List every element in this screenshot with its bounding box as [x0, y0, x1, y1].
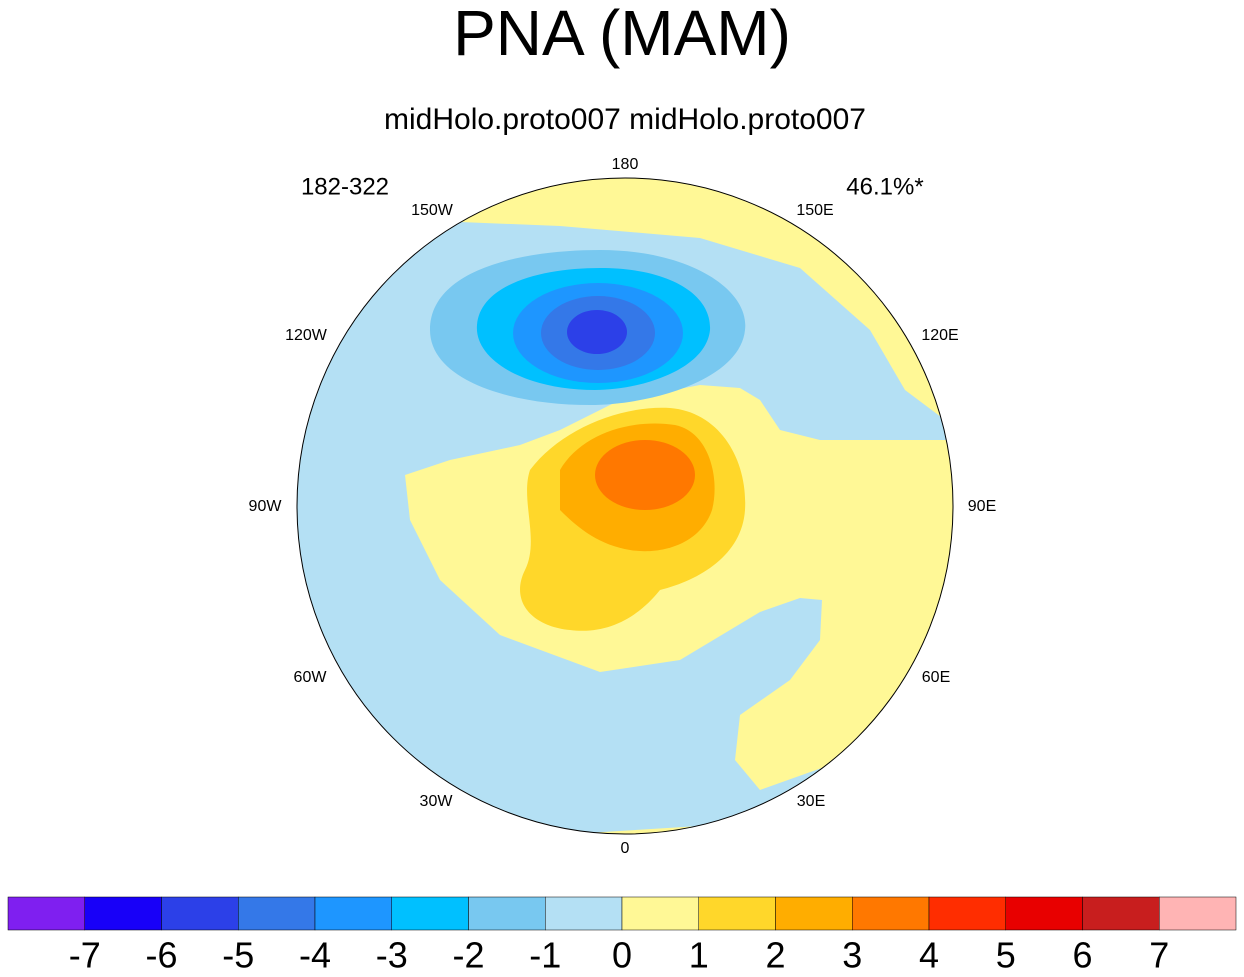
colorbar-box [1159, 896, 1237, 931]
colorbar-box [1082, 896, 1160, 931]
longitude-label: 60W [294, 669, 328, 686]
colorbar-label: -5 [222, 935, 254, 976]
colorbar-box [161, 896, 239, 931]
longitude-label: 90W [249, 498, 283, 515]
longitude-label: 60E [922, 669, 950, 686]
longitude-label: 30W [420, 793, 454, 810]
colorbar-box [775, 896, 853, 931]
contour [297, 222, 953, 834]
colorbar-box [314, 896, 392, 931]
longitude-label: 180 [612, 156, 639, 173]
longitude-label: 90E [968, 498, 996, 515]
contour [567, 310, 627, 354]
longitude-label: 120E [921, 327, 958, 344]
left-label: 182-322 [301, 173, 389, 200]
colorbar-box [852, 896, 930, 931]
colorbar-label: 0 [612, 935, 632, 976]
colorbar-box [238, 896, 316, 931]
colorbar-box [1005, 896, 1083, 931]
colorbar-label: 3 [842, 935, 862, 976]
colorbar-label: -7 [69, 935, 101, 976]
contour-field [297, 178, 953, 834]
longitude-label: 120W [285, 327, 328, 344]
contour [595, 440, 695, 510]
colorbar-label: -2 [452, 935, 484, 976]
colorbar-label: -1 [529, 935, 561, 976]
title: PNA (MAM) [453, 0, 791, 69]
longitude-label: 0 [621, 840, 630, 857]
right-label: 46.1%* [846, 173, 923, 200]
colorbar-label: 6 [1072, 935, 1092, 976]
longitude-label: 30E [797, 793, 825, 810]
colorbar-box [468, 896, 546, 931]
map-border [296, 177, 954, 835]
colorbar-label: -6 [145, 935, 177, 976]
colorbar-box [391, 896, 469, 931]
colorbar-label: -3 [376, 935, 408, 976]
colorbar-box [545, 896, 623, 931]
colorbar-label: 2 [765, 935, 785, 976]
longitude-label: 150W [411, 202, 454, 219]
colorbar-label: -4 [299, 935, 331, 976]
colorbar-box [928, 896, 1006, 931]
colorbar-box [7, 896, 85, 931]
colorbar-label: 4 [919, 935, 939, 976]
colorbar-box [84, 896, 162, 931]
subtitle: midHolo.proto007 midHolo.proto007 [384, 103, 866, 136]
colorbar-box [698, 896, 776, 931]
colorbar-box [621, 896, 699, 931]
colorbar-label: 7 [1149, 935, 1169, 976]
longitude-label: 150E [796, 202, 833, 219]
colorbar-label: 5 [996, 935, 1016, 976]
colorbar-label: 1 [689, 935, 709, 976]
